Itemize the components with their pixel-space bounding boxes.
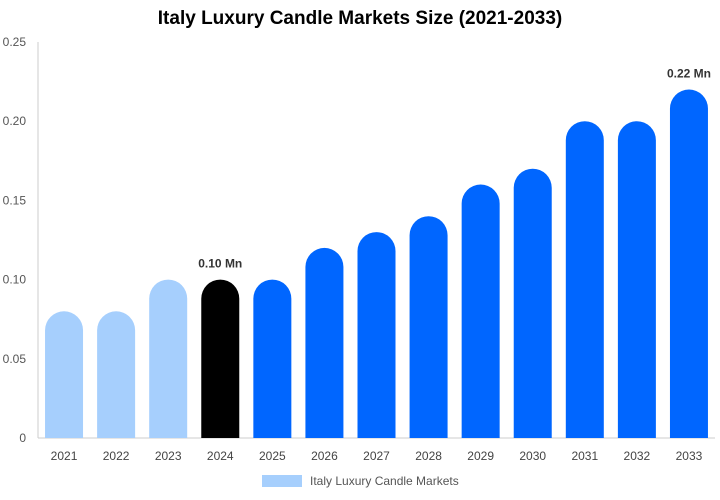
x-tick-label: 2024 <box>207 449 234 463</box>
legend[interactable]: Italy Luxury Candle Markets <box>262 474 459 488</box>
x-tick-label: 2026 <box>311 449 338 463</box>
bar-2021 <box>45 311 84 438</box>
y-tick-label: 0.20 <box>3 114 27 128</box>
x-tick-label: 2033 <box>676 449 703 463</box>
bar-2032 <box>617 121 656 438</box>
x-tick-label: 2031 <box>571 449 598 463</box>
x-tick-label: 2030 <box>519 449 546 463</box>
bar-2024 <box>201 279 240 438</box>
x-tick-label: 2027 <box>363 449 390 463</box>
x-tick-label: 2028 <box>415 449 442 463</box>
bar-2026 <box>305 247 344 438</box>
data-label-2024: 0.10 Mn <box>198 257 242 271</box>
chart-title: Italy Luxury Candle Markets Size (2021-2… <box>157 8 563 29</box>
y-tick-label: 0.15 <box>3 193 27 207</box>
x-tick-label: 2023 <box>155 449 182 463</box>
bar-2025 <box>253 279 292 438</box>
bar-2029 <box>461 184 500 438</box>
x-tick-label: 2029 <box>467 449 494 463</box>
bar-2028 <box>409 216 448 438</box>
x-tick-label: 2021 <box>51 449 78 463</box>
y-tick-label: 0.05 <box>3 352 27 366</box>
bar-2033 <box>669 89 708 439</box>
y-tick-label: 0.10 <box>3 273 27 287</box>
y-tick-label: 0 <box>19 431 26 445</box>
bar-2022 <box>97 311 136 438</box>
legend-label: Italy Luxury Candle Markets <box>310 474 459 488</box>
data-label-2033: 0.22 Mn <box>667 67 711 81</box>
x-tick-label: 2032 <box>624 449 651 463</box>
bar-2030 <box>513 168 552 438</box>
y-tick-label: 0.25 <box>3 35 27 49</box>
bar-2023 <box>149 279 188 438</box>
legend-swatch <box>262 475 302 487</box>
bar-2027 <box>357 232 396 438</box>
bar-2031 <box>565 121 604 438</box>
x-tick-label: 2022 <box>103 449 130 463</box>
x-tick-label: 2025 <box>259 449 286 463</box>
